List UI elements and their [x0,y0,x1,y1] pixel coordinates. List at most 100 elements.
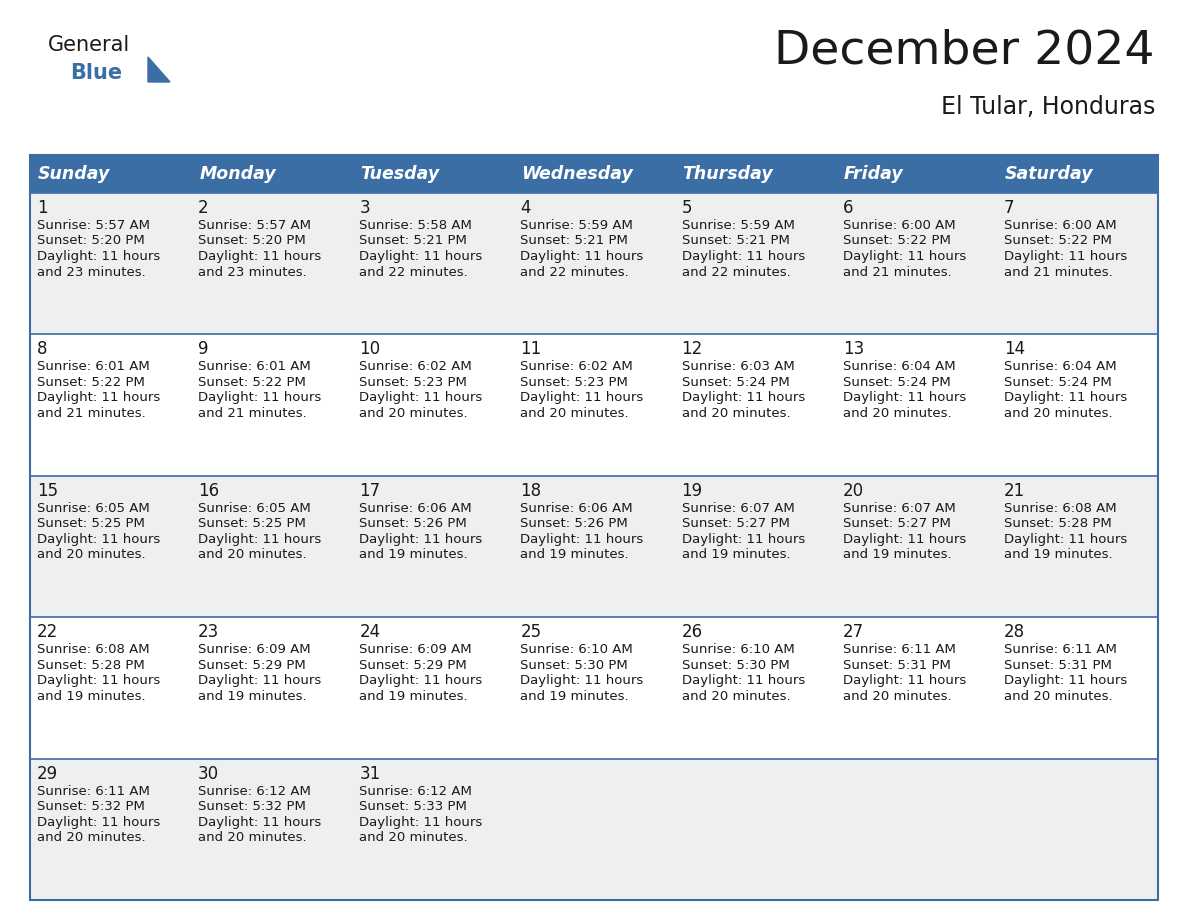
Text: Sunrise: 6:08 AM: Sunrise: 6:08 AM [37,644,150,656]
Bar [997,334,1158,476]
Bar [30,193,191,334]
Text: and 20 minutes.: and 20 minutes. [37,548,146,561]
Text: and 23 minutes.: and 23 minutes. [198,265,307,278]
Text: Daylight: 11 hours: Daylight: 11 hours [37,815,160,829]
Bar [30,155,1158,900]
Text: Sunset: 5:23 PM: Sunset: 5:23 PM [520,375,628,389]
Text: Daylight: 11 hours: Daylight: 11 hours [37,391,160,405]
Text: Sunset: 5:21 PM: Sunset: 5:21 PM [520,234,628,248]
Text: Sunrise: 6:10 AM: Sunrise: 6:10 AM [520,644,633,656]
Text: Sunset: 5:22 PM: Sunset: 5:22 PM [37,375,145,389]
Bar [513,193,675,334]
Text: and 21 minutes.: and 21 minutes. [198,407,307,420]
Text: El Tular, Honduras: El Tular, Honduras [941,95,1155,119]
Bar [513,155,675,193]
Text: Daylight: 11 hours: Daylight: 11 hours [1004,250,1127,263]
Text: Sunrise: 6:10 AM: Sunrise: 6:10 AM [682,644,795,656]
Text: Sunset: 5:31 PM: Sunset: 5:31 PM [842,659,950,672]
Text: 21: 21 [1004,482,1025,499]
Text: 12: 12 [682,341,703,358]
Text: and 20 minutes.: and 20 minutes. [37,831,146,844]
Text: Daylight: 11 hours: Daylight: 11 hours [842,674,966,688]
Text: Sunset: 5:25 PM: Sunset: 5:25 PM [198,518,307,531]
Bar [191,617,353,758]
Text: Sunset: 5:23 PM: Sunset: 5:23 PM [359,375,467,389]
Text: Sunrise: 6:09 AM: Sunrise: 6:09 AM [359,644,472,656]
Text: Sunset: 5:28 PM: Sunset: 5:28 PM [1004,518,1112,531]
Text: Daylight: 11 hours: Daylight: 11 hours [359,391,482,405]
Text: Sunrise: 6:11 AM: Sunrise: 6:11 AM [1004,644,1117,656]
Text: and 20 minutes.: and 20 minutes. [198,548,307,561]
Text: Sunset: 5:26 PM: Sunset: 5:26 PM [520,518,628,531]
Text: Sunrise: 6:12 AM: Sunrise: 6:12 AM [198,785,311,798]
Text: Daylight: 11 hours: Daylight: 11 hours [520,674,644,688]
Bar [513,476,675,617]
Text: 13: 13 [842,341,864,358]
Text: and 19 minutes.: and 19 minutes. [520,548,630,561]
Text: Friday: Friday [843,165,903,183]
Text: and 19 minutes.: and 19 minutes. [520,689,630,702]
Text: Sunset: 5:22 PM: Sunset: 5:22 PM [1004,234,1112,248]
Text: Sunrise: 6:01 AM: Sunrise: 6:01 AM [198,361,311,374]
Text: 27: 27 [842,623,864,641]
Text: 6: 6 [842,199,853,217]
Text: 20: 20 [842,482,864,499]
Text: Sunset: 5:30 PM: Sunset: 5:30 PM [682,659,789,672]
Text: Daylight: 11 hours: Daylight: 11 hours [520,250,644,263]
Bar [835,193,997,334]
Text: and 20 minutes.: and 20 minutes. [1004,407,1112,420]
Text: Sunrise: 6:12 AM: Sunrise: 6:12 AM [359,785,472,798]
Text: 31: 31 [359,765,380,783]
Text: and 19 minutes.: and 19 minutes. [1004,548,1112,561]
Text: Sunset: 5:20 PM: Sunset: 5:20 PM [198,234,305,248]
Text: 29: 29 [37,765,58,783]
Text: and 22 minutes.: and 22 minutes. [520,265,630,278]
Text: Sunset: 5:21 PM: Sunset: 5:21 PM [359,234,467,248]
Text: Sunrise: 6:01 AM: Sunrise: 6:01 AM [37,361,150,374]
Text: Sunrise: 5:59 AM: Sunrise: 5:59 AM [682,219,795,232]
Text: Sunset: 5:32 PM: Sunset: 5:32 PM [198,800,307,813]
Text: and 19 minutes.: and 19 minutes. [682,548,790,561]
Text: Sunrise: 6:09 AM: Sunrise: 6:09 AM [198,644,311,656]
Text: 18: 18 [520,482,542,499]
Text: Sunrise: 6:06 AM: Sunrise: 6:06 AM [359,502,472,515]
Text: Daylight: 11 hours: Daylight: 11 hours [359,532,482,546]
Bar [835,334,997,476]
Bar [353,476,513,617]
Text: Sunrise: 6:11 AM: Sunrise: 6:11 AM [37,785,150,798]
Text: and 21 minutes.: and 21 minutes. [37,407,146,420]
Text: Daylight: 11 hours: Daylight: 11 hours [682,532,804,546]
Text: Daylight: 11 hours: Daylight: 11 hours [359,815,482,829]
Text: and 20 minutes.: and 20 minutes. [842,407,952,420]
Text: Sunset: 5:22 PM: Sunset: 5:22 PM [842,234,950,248]
Bar [30,476,191,617]
Text: 14: 14 [1004,341,1025,358]
Text: 30: 30 [198,765,220,783]
Text: 15: 15 [37,482,58,499]
Text: Monday: Monday [200,165,276,183]
Text: and 23 minutes.: and 23 minutes. [37,265,146,278]
Bar [675,155,835,193]
Text: Daylight: 11 hours: Daylight: 11 hours [37,674,160,688]
Text: Sunrise: 6:05 AM: Sunrise: 6:05 AM [37,502,150,515]
Bar [513,617,675,758]
Text: Sunset: 5:31 PM: Sunset: 5:31 PM [1004,659,1112,672]
Text: Sunset: 5:33 PM: Sunset: 5:33 PM [359,800,467,813]
Text: Sunset: 5:26 PM: Sunset: 5:26 PM [359,518,467,531]
Bar [675,334,835,476]
Text: Sunset: 5:24 PM: Sunset: 5:24 PM [682,375,789,389]
Text: and 22 minutes.: and 22 minutes. [359,265,468,278]
Text: Sunset: 5:29 PM: Sunset: 5:29 PM [359,659,467,672]
Text: Daylight: 11 hours: Daylight: 11 hours [1004,674,1127,688]
Text: 19: 19 [682,482,702,499]
Text: and 20 minutes.: and 20 minutes. [1004,689,1112,702]
Bar [353,155,513,193]
Bar [675,617,835,758]
Bar [191,758,353,900]
Text: Daylight: 11 hours: Daylight: 11 hours [198,815,322,829]
Text: Thursday: Thursday [683,165,773,183]
Text: Sunset: 5:22 PM: Sunset: 5:22 PM [198,375,307,389]
Text: and 20 minutes.: and 20 minutes. [842,689,952,702]
Bar [997,155,1158,193]
Text: 26: 26 [682,623,702,641]
